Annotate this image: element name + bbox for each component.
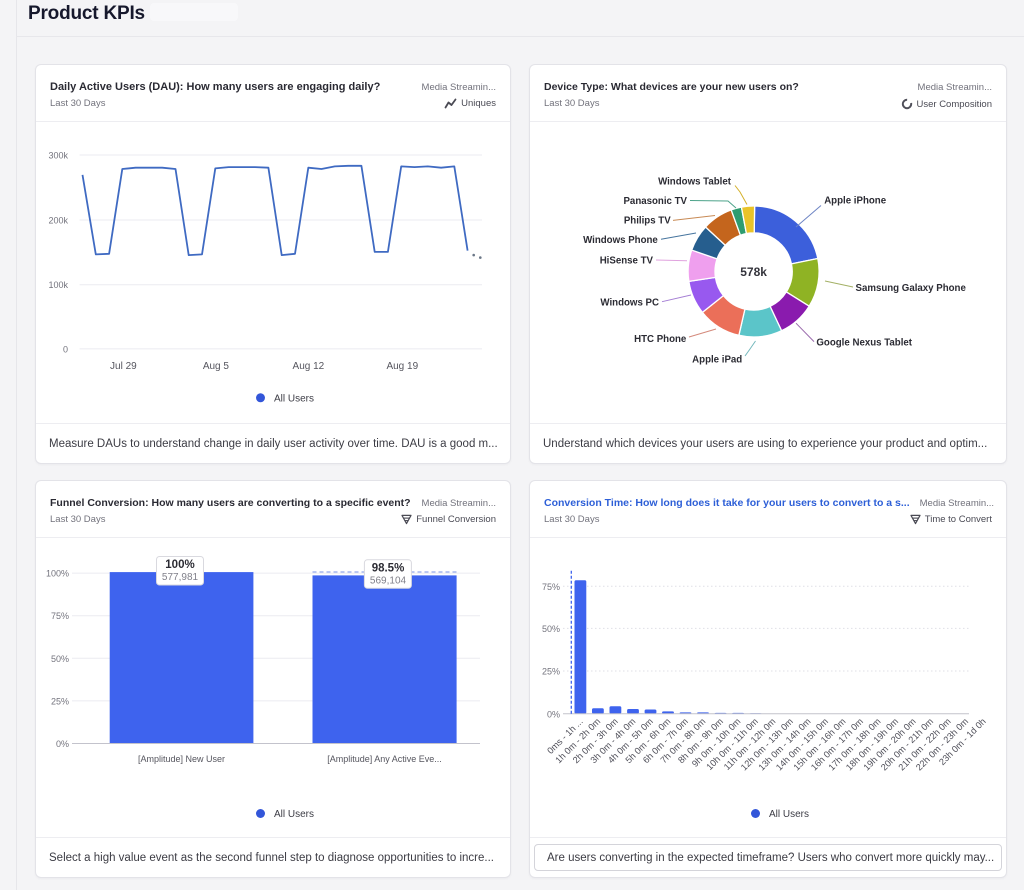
- svg-text:577,981: 577,981: [162, 572, 199, 583]
- svg-text:25%: 25%: [542, 667, 560, 677]
- svg-text:Panasonic TV: Panasonic TV: [623, 196, 687, 207]
- svg-text:300k: 300k: [48, 151, 68, 161]
- svg-text:Windows PC: Windows PC: [600, 298, 659, 309]
- svg-text:Philips TV: Philips TV: [624, 216, 671, 227]
- svg-text:100k: 100k: [48, 280, 68, 290]
- svg-text:HiSense TV: HiSense TV: [600, 256, 654, 267]
- svg-text:All Users: All Users: [274, 394, 314, 405]
- svg-text:100%: 100%: [46, 569, 69, 579]
- svg-text:Windows Phone: Windows Phone: [583, 235, 658, 246]
- svg-text:75%: 75%: [51, 611, 69, 621]
- svg-text:All Users: All Users: [274, 809, 314, 820]
- svg-text:50%: 50%: [542, 624, 560, 634]
- svg-text:Aug 19: Aug 19: [386, 361, 418, 372]
- svg-text:Windows Tablet: Windows Tablet: [658, 177, 732, 188]
- svg-text:100%: 100%: [165, 559, 194, 571]
- svg-text:75%: 75%: [542, 582, 560, 592]
- svg-text:[Amplitude] New User: [Amplitude] New User: [138, 754, 225, 764]
- svg-text:0%: 0%: [547, 709, 560, 719]
- svg-text:569,104: 569,104: [370, 575, 407, 586]
- svg-text:Aug 12: Aug 12: [293, 361, 325, 372]
- svg-text:Apple iPhone: Apple iPhone: [824, 196, 887, 207]
- svg-text:25%: 25%: [51, 696, 69, 706]
- svg-text:HTC Phone: HTC Phone: [634, 334, 687, 345]
- svg-text:98.5%: 98.5%: [372, 562, 405, 574]
- svg-text:Aug 5: Aug 5: [203, 361, 230, 372]
- svg-text:0%: 0%: [56, 739, 69, 749]
- svg-text:[Amplitude] Any Active Eve...: [Amplitude] Any Active Eve...: [327, 754, 442, 764]
- svg-text:Samsung Galaxy Phone: Samsung Galaxy Phone: [856, 283, 967, 294]
- svg-text:50%: 50%: [51, 654, 69, 664]
- svg-text:200k: 200k: [48, 216, 68, 226]
- svg-text:Google Nexus Tablet: Google Nexus Tablet: [816, 338, 912, 349]
- svg-text:Apple iPad: Apple iPad: [692, 355, 742, 366]
- svg-text:0: 0: [63, 344, 68, 354]
- svg-text:All Users: All Users: [769, 809, 809, 820]
- svg-text:578k: 578k: [740, 265, 767, 279]
- svg-text:Jul 29: Jul 29: [110, 361, 137, 372]
